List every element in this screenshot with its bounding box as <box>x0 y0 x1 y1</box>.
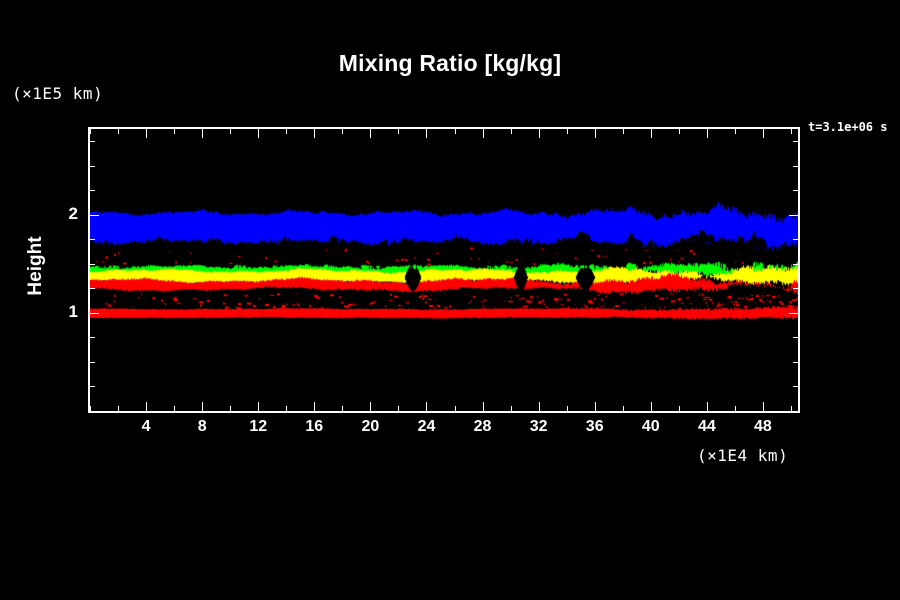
x-tick-label: 24 <box>417 418 436 435</box>
x-tick-label: 28 <box>473 418 492 435</box>
y-axis-title: Height <box>25 236 46 296</box>
y-axis-unit-label: (×1E5 km) <box>12 84 104 103</box>
x-tick-label: 40 <box>641 418 660 435</box>
time-annotation: t=3.1e+06 s <box>808 120 888 134</box>
x-tick-label: 12 <box>249 418 268 435</box>
x-tick-label: 48 <box>754 418 772 435</box>
contour-field <box>90 129 798 411</box>
x-tick-label: 32 <box>529 418 548 435</box>
x-tick-label: 4 <box>141 418 151 435</box>
x-axis-unit-label: (×1E4 km) <box>697 446 789 465</box>
x-tick-label: 20 <box>361 418 380 435</box>
y-tick-label: 1 <box>68 301 78 321</box>
x-tick-label: 44 <box>697 418 716 435</box>
x-tick-label: 36 <box>585 418 604 435</box>
plot-area <box>88 127 800 413</box>
x-tick-label: 16 <box>305 418 324 435</box>
x-tick-label: 8 <box>197 418 207 435</box>
y-tick-label: 2 <box>68 203 78 223</box>
page-title: Mixing Ratio [kg/kg] <box>338 50 562 76</box>
